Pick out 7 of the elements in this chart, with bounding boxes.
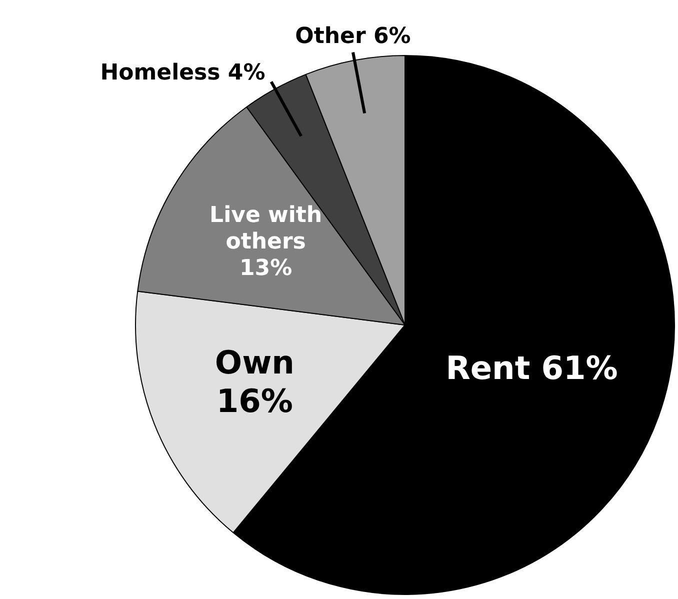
data-label: 13% [239, 256, 292, 281]
slice-label: Own [214, 344, 294, 382]
slice-label: Rent 61% [446, 348, 618, 387]
slice-label: Live with others [210, 203, 322, 254]
data-label: 16% [216, 382, 293, 420]
slice-label: Other 6% [295, 24, 411, 50]
slice-label: Homeless 4% [100, 60, 266, 86]
